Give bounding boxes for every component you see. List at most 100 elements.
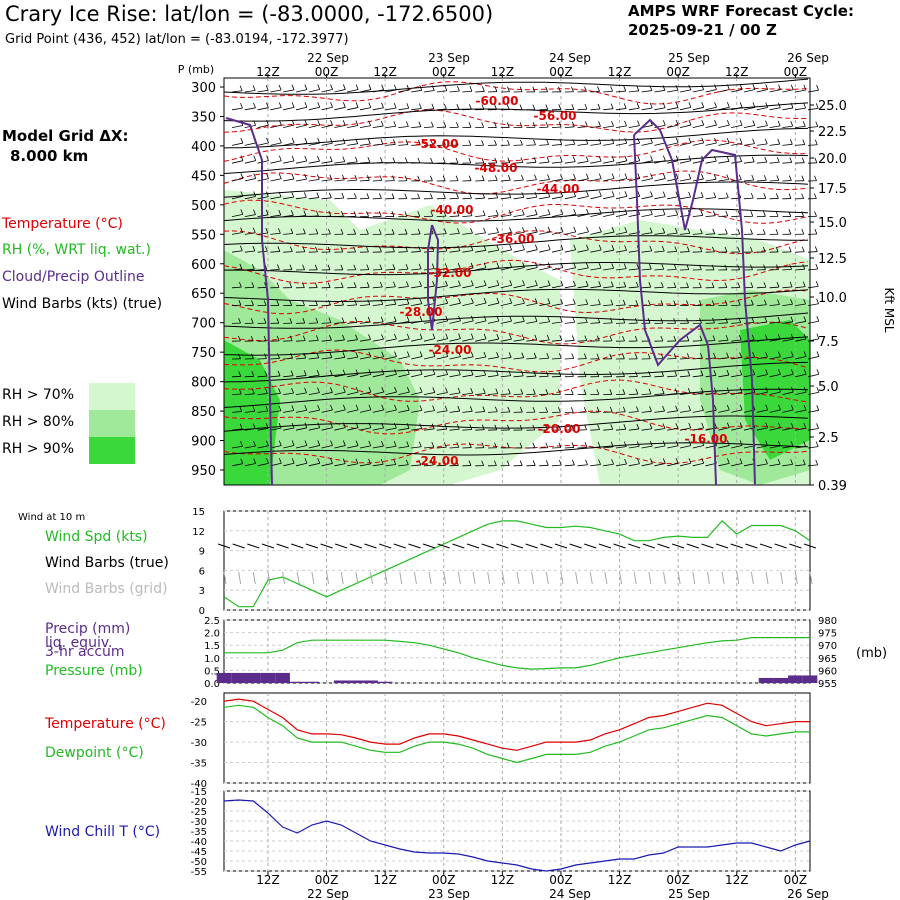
wind-barb-flag	[240, 209, 244, 215]
wind-barb-flag	[624, 173, 628, 179]
wind-barb-flag	[636, 263, 640, 269]
wind-barb	[577, 322, 588, 324]
wind-barb-flag	[559, 139, 563, 145]
wind-barb-flag	[776, 264, 779, 270]
wind-barb	[449, 215, 459, 217]
wind-barb-flag	[611, 226, 615, 233]
precip-tick-label: 0.5	[204, 666, 220, 677]
wind-barb-flag	[597, 299, 601, 305]
wind-barb-flag	[764, 138, 768, 144]
wind-barb	[411, 391, 423, 395]
wind-barb-flag	[701, 422, 705, 429]
wind-barb	[743, 106, 755, 111]
wind-barb	[513, 357, 524, 360]
wind-barb	[295, 375, 307, 378]
legend-wind-speed: Wind Spd (kts)	[45, 529, 148, 545]
wind-barb	[590, 160, 602, 164]
wind-barb	[321, 463, 333, 467]
wind-barb	[641, 250, 652, 253]
wind-barb	[283, 196, 294, 200]
wind-barb-flag	[317, 458, 321, 464]
wind-barb	[423, 410, 435, 413]
wind-barb	[270, 196, 282, 200]
wind-barb-flag	[597, 317, 601, 323]
wind-barb	[692, 196, 704, 200]
temperature-label: -28.00	[400, 305, 443, 319]
wind-barb-flag	[522, 244, 525, 250]
wind-barb-flag	[547, 209, 551, 215]
wind-barb	[462, 392, 473, 395]
wind-barb	[718, 160, 730, 164]
wind-barb-flag	[765, 422, 769, 428]
wind-barb	[577, 108, 587, 111]
forecast-cycle-date: 2025-09-21 / 00 Z	[628, 21, 777, 39]
wind-barb-flag	[291, 137, 295, 144]
wind-barb-flag	[673, 300, 677, 306]
wind-barb-flag	[519, 406, 523, 413]
wind-barb-flag	[266, 458, 269, 464]
wind-barb	[654, 463, 666, 467]
height-axis-label: Kft MSL	[882, 287, 896, 332]
wind-barb	[372, 161, 383, 164]
wind-barb	[359, 143, 371, 146]
wind-barb-flag	[252, 245, 256, 252]
wind-barb-flag	[379, 246, 382, 253]
wind-barb-flag	[506, 460, 510, 466]
wind-barb	[244, 232, 256, 235]
wind-barb	[334, 143, 346, 146]
wind-barb-flag	[649, 245, 653, 252]
surface-wind-barb-grid	[809, 571, 813, 585]
wind-barb-flag	[291, 155, 295, 161]
wind-barb-flag	[559, 156, 563, 163]
wind-barb-flag	[751, 174, 755, 181]
wind-barb	[270, 392, 281, 395]
wind-barb	[372, 338, 384, 342]
wind-barb	[807, 144, 818, 146]
wind-barb-flag	[521, 174, 524, 181]
wind-barb-flag	[649, 227, 653, 233]
wind-barb-flag	[368, 334, 371, 340]
wind-barb-flag	[507, 139, 510, 146]
time-tick-label-top: 12Z	[256, 65, 280, 79]
wind-barb-flag	[534, 209, 538, 215]
wind-barb-flag	[661, 371, 664, 377]
wind-barb	[398, 303, 409, 306]
wind-barb-flag	[329, 352, 333, 358]
isentrope-line	[223, 154, 809, 174]
time-tick-label-bottom: 12Z	[608, 873, 632, 887]
wind-barb	[423, 338, 436, 342]
wind-barb	[795, 464, 806, 467]
wind-barb-flag	[763, 193, 767, 199]
wind-barb-flag	[316, 210, 319, 216]
wind-barb	[769, 89, 781, 93]
surface-wind-barb-grid	[399, 571, 403, 585]
wind-barb	[577, 231, 589, 235]
wind-barb	[423, 464, 434, 467]
wind-barb-flag	[611, 173, 615, 179]
wind-barb	[283, 462, 295, 467]
height-tick-label: 15.0	[818, 216, 847, 231]
wind-barb-flag	[777, 138, 781, 145]
wind-barb-flag	[367, 299, 371, 305]
precip-bar	[289, 681, 305, 683]
wind-barb-flag	[724, 300, 728, 306]
wind-barb-flag	[814, 246, 818, 252]
wind-barb	[270, 427, 282, 431]
wind-barb	[423, 285, 435, 289]
wind-barb	[385, 125, 396, 128]
wind-barb	[667, 393, 678, 395]
wind-barb	[807, 428, 819, 431]
wind-barb	[615, 178, 628, 182]
legend-precip: Precip (mm)	[45, 621, 130, 637]
wind-barb-flag	[777, 299, 780, 305]
wind-barb	[308, 197, 319, 200]
wind-barb	[539, 321, 550, 324]
wind-barb-flag	[496, 352, 499, 358]
wind-barb-flag	[803, 316, 807, 322]
wind-barb	[462, 410, 473, 413]
wind-barb-flag	[431, 121, 434, 128]
wind-barb-flag	[688, 173, 692, 179]
wind-barb	[398, 391, 410, 395]
wind-chill-tick-label: -25	[191, 807, 207, 818]
wind-barb	[231, 107, 243, 111]
